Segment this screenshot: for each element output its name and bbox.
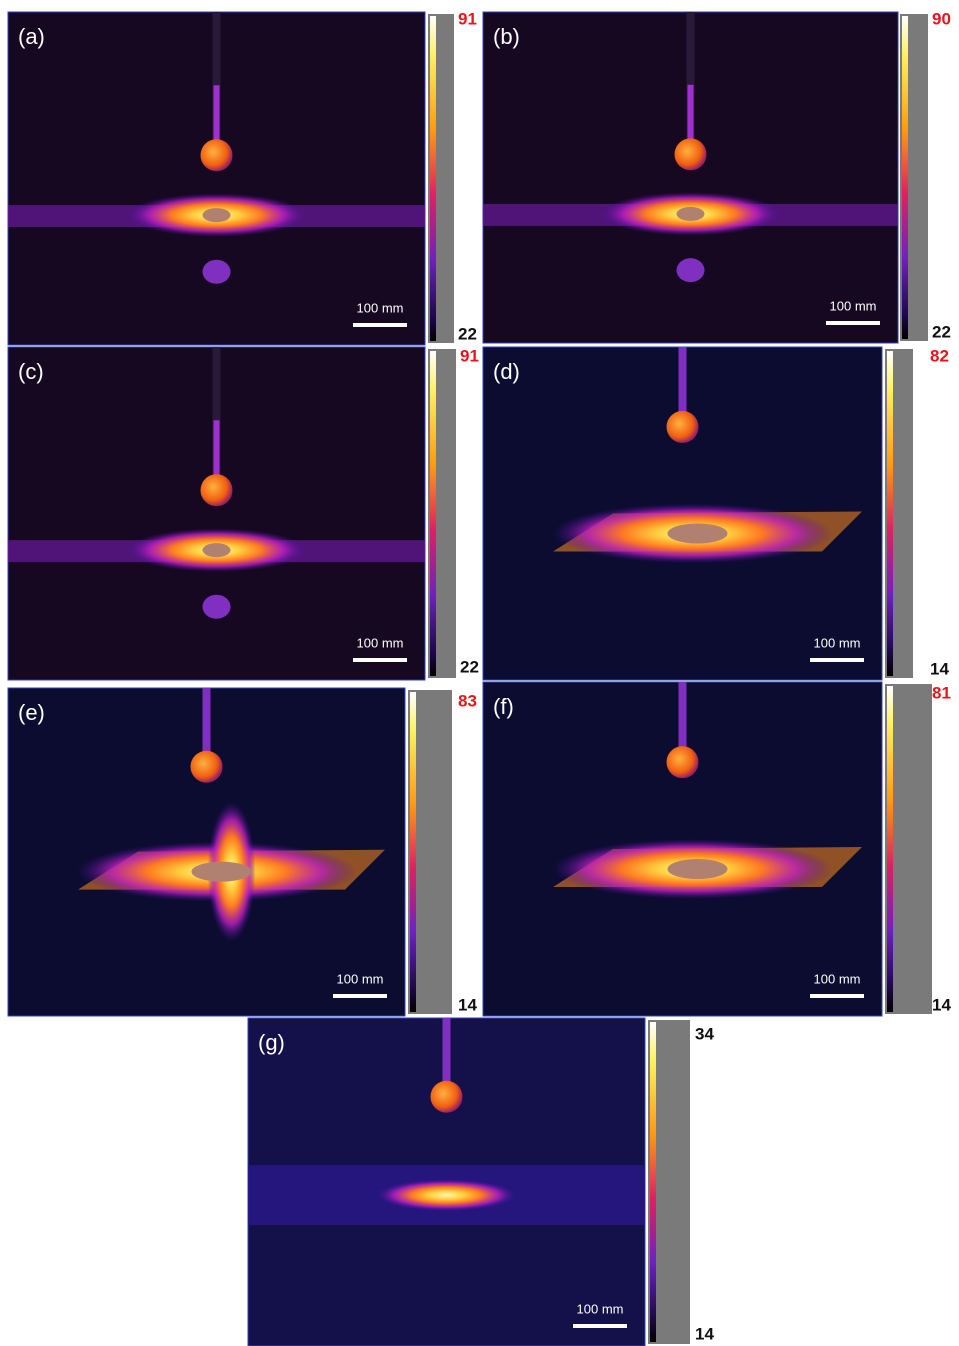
scale-bar-label: 100 mm: [337, 971, 384, 986]
ball: [191, 751, 223, 783]
rod: [679, 682, 687, 748]
scale-bar: [353, 658, 407, 662]
rod-hot: [688, 85, 694, 145]
colorbar-max: 91: [460, 346, 479, 365]
panel-label: (c): [18, 359, 44, 384]
colorbar-max: 83: [458, 691, 477, 710]
rod-hot: [214, 85, 220, 145]
hotspot-core: [668, 523, 728, 543]
colorbar: [430, 16, 436, 341]
hotspot-core: [203, 208, 231, 222]
rod: [443, 1018, 451, 1083]
colorbar-max: 90: [932, 9, 951, 28]
scale-bar-label: 100 mm: [357, 635, 404, 650]
colorbar-min: 14: [930, 659, 949, 678]
panel-label: (f): [493, 694, 514, 719]
panel: (g) 100 mm 34 14: [248, 1018, 714, 1346]
colorbar-max: 34: [695, 1024, 714, 1043]
ball: [201, 474, 233, 506]
panel: (a) 100 mm 91 22: [8, 9, 477, 345]
reflection: [203, 595, 231, 619]
scale-bar: [810, 994, 864, 998]
colorbar-min: 14: [932, 995, 951, 1014]
ball: [201, 139, 233, 171]
panel-label: (b): [493, 24, 520, 49]
hotspot-core: [677, 207, 705, 221]
ball: [667, 411, 699, 443]
scale-bar: [353, 323, 407, 327]
hotspot: [377, 1179, 517, 1211]
colorbar-min: 14: [695, 1324, 714, 1343]
colorbar-max: 91: [458, 9, 477, 28]
ball: [667, 746, 699, 778]
rod-hot: [214, 420, 220, 480]
scale-bar-label: 100 mm: [357, 300, 404, 315]
panel-label: (d): [493, 359, 520, 384]
colorbar: [902, 16, 908, 339]
hotspot-core: [203, 543, 231, 557]
hotspot-core: [668, 859, 728, 879]
colorbar-max: 81: [932, 683, 951, 702]
scale-bar-label: 100 mm: [577, 1301, 624, 1316]
scale-bar-label: 100 mm: [814, 971, 861, 986]
panel: (d) 100 mm 82 14: [483, 346, 949, 680]
colorbar: [430, 351, 436, 676]
scale-bar: [333, 994, 387, 998]
scale-bar: [826, 321, 880, 325]
rod: [679, 347, 687, 413]
figure: (a)100 mm9122(b)100 mm9022(c)100 mm9122(…: [0, 0, 959, 1346]
hotspot-core: [192, 862, 252, 882]
panel: (e) 100 mm 83 14: [8, 688, 477, 1016]
scale-bar-label: 100 mm: [814, 635, 861, 650]
colorbar-min: 14: [458, 995, 477, 1014]
ball: [675, 138, 707, 170]
panel-label: (a): [18, 24, 45, 49]
colorbar: [887, 686, 893, 1012]
ball: [431, 1081, 463, 1113]
colorbar-max: 82: [930, 346, 949, 365]
reflection: [203, 260, 231, 284]
rod: [203, 688, 211, 753]
panel-label: (e): [18, 700, 45, 725]
colorbar: [887, 351, 893, 676]
scale-bar: [810, 658, 864, 662]
panel: (f) 100 mm 81 14: [483, 682, 951, 1016]
colorbar-min: 22: [460, 657, 479, 676]
panel: (b) 100 mm 90 22: [483, 9, 951, 343]
panel: (c) 100 mm 91 22: [8, 346, 479, 680]
colorbar-min: 22: [932, 322, 951, 341]
colorbar: [650, 1022, 656, 1342]
colorbar: [410, 692, 416, 1012]
reflection: [677, 258, 705, 282]
colorbar-min: 22: [458, 324, 477, 343]
scale-bar: [573, 1324, 627, 1328]
panel-label: (g): [258, 1030, 285, 1055]
scale-bar-label: 100 mm: [830, 298, 877, 313]
